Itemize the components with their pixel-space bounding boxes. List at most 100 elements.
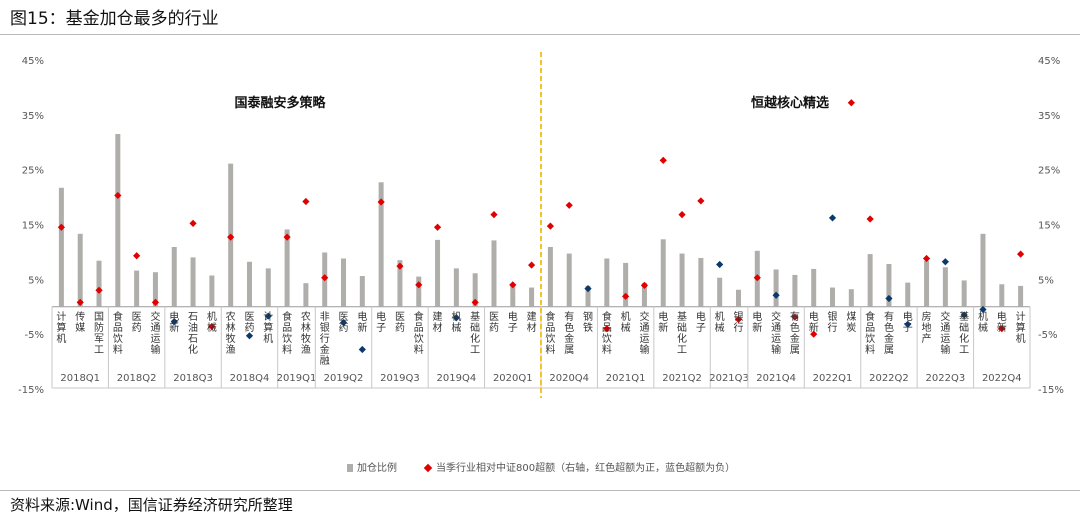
- category-label: 基础化工: [677, 310, 687, 356]
- y-tick-label-right: 15%: [1038, 221, 1060, 232]
- excess-marker: [772, 291, 780, 299]
- y-tick-label-left: 15%: [22, 221, 44, 232]
- category-label: 基础化工: [470, 310, 480, 356]
- excess-marker: [283, 233, 291, 241]
- legend: 加仓比例 当季行业相对中证800超额（右轴，红色超额为正，蓝色超额为负）: [0, 459, 1080, 475]
- excess-marker: [810, 330, 818, 338]
- period-label: 2021Q1: [606, 373, 646, 384]
- category-label: 电新: [752, 310, 762, 334]
- excess-marker: [922, 254, 931, 263]
- excess-marker: [527, 261, 536, 269]
- category-label: 电子: [376, 310, 386, 334]
- category-label: 电新: [809, 310, 819, 334]
- period-label: 2019Q4: [437, 373, 477, 384]
- category-label: 有色金属: [564, 310, 574, 356]
- category-label: 电新: [357, 310, 367, 334]
- bar: [679, 253, 685, 307]
- bar-chart: 45% 45% 35% 35% 25% 25% 15% 15% 5% 5% -5% -5% -15% -1…: [18, 52, 1064, 398]
- bar: [435, 239, 441, 307]
- excess-marker: [678, 211, 686, 219]
- bar: [397, 260, 403, 307]
- excess-marker: [245, 332, 254, 340]
- bar: [510, 283, 516, 307]
- excess-marker: [960, 311, 968, 319]
- legend-bar-label: 加仓比例: [357, 463, 397, 474]
- period-label: 2019Q3: [380, 373, 420, 384]
- excess-marker: [396, 262, 404, 270]
- category-label: 机械: [207, 310, 217, 334]
- category-label: 交通运输: [771, 310, 781, 356]
- category-label: 农林牧渔: [301, 310, 311, 356]
- excess-marker: [151, 298, 160, 306]
- category-label: 机械: [978, 310, 988, 334]
- excess-marker: [95, 286, 103, 294]
- bar: [529, 287, 535, 307]
- bar: [58, 187, 64, 307]
- excess-marker: [565, 201, 573, 209]
- bar: [604, 258, 610, 307]
- top-divider: [0, 34, 1080, 35]
- category-label: 食品饮料: [865, 310, 875, 356]
- bar: [246, 261, 252, 307]
- period-label: 2021Q2: [662, 373, 702, 384]
- y-tick-label-right: 5%: [1038, 275, 1054, 286]
- bar: [378, 182, 384, 307]
- period-label: 2020Q1: [493, 373, 533, 384]
- excess-marker: [76, 298, 84, 306]
- category-label: 医药: [132, 311, 142, 334]
- legend-marker-label: 当季行业相对中证800超额（右轴，红色超额为正，蓝色超额为负）: [436, 463, 736, 474]
- bar: [848, 289, 854, 307]
- bar: [717, 277, 723, 307]
- period-label: 2018Q2: [117, 373, 157, 384]
- period-label: 2019Q1: [277, 373, 317, 384]
- bar: [980, 233, 986, 307]
- category-label: 钢铁: [583, 310, 593, 334]
- excess-marker: [452, 314, 460, 322]
- category-label: 建材: [527, 310, 537, 334]
- category-label: 食品饮料: [602, 310, 612, 356]
- excess-marker: [227, 233, 235, 241]
- category-label: 交通运输: [940, 310, 950, 356]
- period-label: 2019Q2: [324, 373, 364, 384]
- category-label: 石油石化: [188, 312, 198, 356]
- bar: [190, 257, 196, 307]
- excess-marker: [584, 285, 592, 293]
- y-tick-label-right: -15%: [1038, 385, 1064, 396]
- legend-item-marker: 当季行业相对中证800超额（右轴，红色超额为正，蓝色超额为负）: [423, 459, 736, 474]
- category-label: 银行: [828, 310, 838, 334]
- excess-marker: [904, 320, 912, 328]
- excess-marker: [753, 274, 761, 282]
- category-label: 计算机: [263, 310, 273, 345]
- annotation-fund-2: 恒越核心精选: [751, 95, 829, 111]
- excess-marker: [941, 258, 949, 266]
- excess-marker: [998, 325, 1006, 333]
- period-label: 2022Q1: [813, 373, 853, 384]
- bar: [209, 275, 215, 307]
- source-note: 资料来源:Wind，国信证券经济研究所整理: [10, 496, 293, 514]
- period-label: 2018Q3: [173, 373, 213, 384]
- bar: [491, 240, 497, 307]
- annotation-fund-1: 国泰融安多策略: [234, 95, 326, 111]
- bar: [284, 229, 290, 307]
- bar: [1018, 285, 1024, 307]
- excess-marker: [979, 305, 987, 314]
- excess-marker: [57, 223, 66, 231]
- bar: [735, 289, 741, 307]
- bar: [416, 276, 422, 307]
- period-label: 2021Q4: [756, 373, 796, 384]
- category-label: 非银行金融: [320, 311, 330, 367]
- excess-marker: [189, 219, 197, 228]
- bar: [152, 272, 158, 307]
- period-label: 2020Q4: [549, 373, 589, 384]
- excess-marker: [208, 322, 216, 331]
- category-label: 交通运输: [150, 310, 160, 356]
- excess-marker: [828, 214, 837, 222]
- period-label: 2021Q3: [709, 373, 749, 384]
- excess-marker: [433, 223, 442, 231]
- category-label: 机械: [451, 310, 461, 334]
- category-label: 食品饮料: [113, 310, 123, 356]
- category-label: 煤炭: [846, 310, 856, 334]
- bar: [961, 280, 967, 307]
- category-label: 医药: [395, 311, 405, 334]
- bar: [585, 285, 591, 307]
